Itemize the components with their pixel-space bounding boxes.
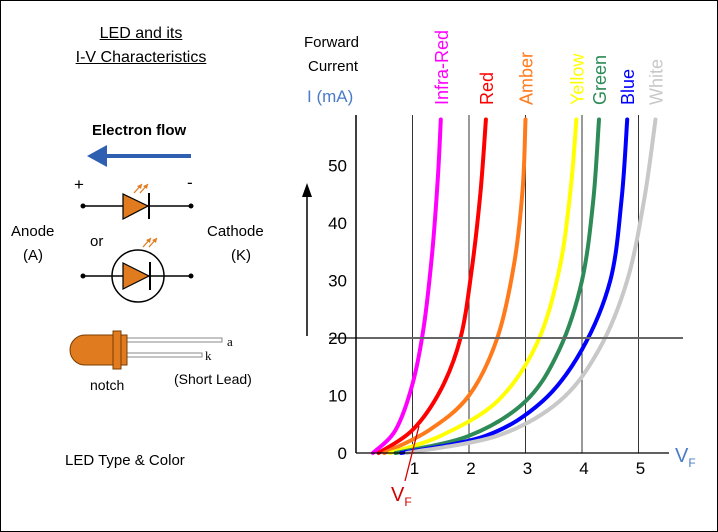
y-tick-label: 30 <box>328 272 347 291</box>
lead-a-label: a <box>227 334 233 349</box>
title-line-2: I-V Characteristics <box>75 49 207 66</box>
y-tick-label: 0 <box>338 444 347 463</box>
long-lead-a <box>126 337 223 343</box>
anode-label: Anode <box>11 223 55 240</box>
series-label-amber: Amber <box>517 52 537 105</box>
electron-flow-label: Electron flow <box>92 122 187 139</box>
threshold-label-sub: F <box>404 495 411 509</box>
led-base <box>120 334 128 366</box>
iv-curve-yellow <box>387 117 579 455</box>
led-symbol-2-anode-terminal <box>80 273 86 279</box>
physical-led <box>69 330 223 370</box>
y-tick-label: 20 <box>328 329 347 348</box>
series-label-green: Green <box>590 55 610 105</box>
anode-symbol: (A) <box>23 247 43 264</box>
led-symbol-2-cathode-terminal <box>188 273 194 279</box>
minus-sign: - <box>187 173 193 192</box>
threshold-label-main: V <box>391 484 405 506</box>
series-label-blue: Blue <box>618 69 638 105</box>
x-tick-label: 3 <box>523 459 532 478</box>
led-symbol-2-emission-head <box>146 238 151 243</box>
x-tick-label: 5 <box>636 459 645 478</box>
led-dome <box>69 334 114 366</box>
short-lead-k <box>126 352 203 358</box>
electron-flow-arrowhead <box>87 145 107 167</box>
threshold-pointer <box>404 425 420 482</box>
x-axis-label-sub: F <box>688 456 695 470</box>
led-symbol-2-triangle <box>122 262 151 290</box>
led-symbol-2 <box>80 237 194 303</box>
or-label: or <box>90 233 104 250</box>
iv-curve-white <box>404 117 658 455</box>
cathode-symbol: (K) <box>231 247 251 264</box>
led-type-label: LED Type & Color <box>65 452 185 469</box>
series-labels: Infra-Red Red Amber Yellow Green Blue White <box>432 30 667 105</box>
y-axis-title-line-1: Forward <box>304 34 360 51</box>
series-label-infra-red: Infra-Red <box>432 30 452 105</box>
x-tick-label: 2 <box>466 459 475 478</box>
x-axis-label-main: V <box>675 445 689 467</box>
short-lead-label: (Short Lead) <box>174 371 252 387</box>
y-tick-labels: 0 10 20 30 40 50 <box>328 157 347 464</box>
x-tick-labels: 1 2 3 4 5 <box>410 459 645 478</box>
iv-curve-blue <box>399 117 630 455</box>
led-symbol-2-emission-head <box>152 238 157 243</box>
y-direction-arrowhead <box>302 183 312 197</box>
series-label-white: White <box>646 59 666 105</box>
x-axis-label: VF <box>675 445 696 470</box>
series-label-yellow: Yellow <box>567 53 587 105</box>
title-line-1: LED and its <box>99 25 183 42</box>
y-axis-unit: I (mA) <box>307 87 354 106</box>
series-label-red: Red <box>477 72 497 105</box>
y-tick-label: 40 <box>328 214 347 233</box>
x-tick-label: 4 <box>579 459 588 478</box>
led-symbol-1-triangle <box>122 193 150 220</box>
y-axis-title-line-2: Current <box>308 58 359 75</box>
y-tick-label: 10 <box>328 387 347 406</box>
iv-curves <box>370 117 658 455</box>
lead-k-label: k <box>205 348 212 363</box>
led-symbol-1-cathode-terminal <box>188 203 194 209</box>
iv-curve-red <box>376 117 488 455</box>
y-tick-label: 50 <box>328 157 347 176</box>
led-symbol-1-emission-head <box>137 184 142 189</box>
led-symbol-1-emission-head <box>143 184 148 189</box>
plus-sign: + <box>74 175 84 194</box>
x-tick-label: 1 <box>410 459 419 478</box>
led-symbol-1 <box>80 183 194 220</box>
threshold-label: VF <box>391 484 412 509</box>
iv-curve-infra-red <box>370 117 443 455</box>
cathode-label: Cathode <box>207 223 264 240</box>
iv-curve-green <box>393 117 601 455</box>
led-notch-rim <box>112 330 122 370</box>
iv-chart: 0 10 20 30 40 50 1 2 3 4 5 Infra-Red Red Amber Yello… <box>302 30 696 509</box>
notch-label: notch <box>90 377 125 393</box>
led-symbol-1-anode-terminal <box>80 203 86 209</box>
